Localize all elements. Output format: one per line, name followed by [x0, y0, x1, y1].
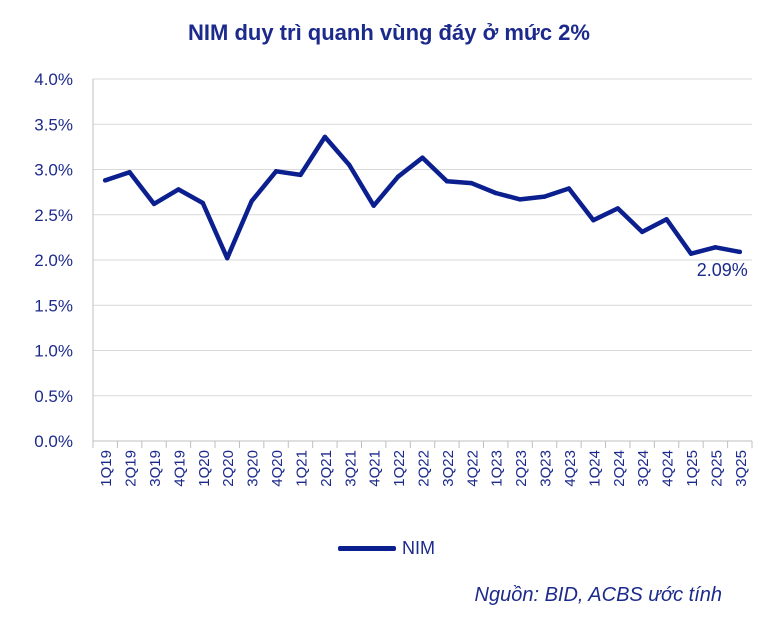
data-point: [225, 255, 230, 261]
source-note: Nguồn: BID, ACBS ước tính: [474, 584, 722, 606]
data-label-last: 2.09%: [697, 260, 748, 280]
y-tick-label: 0.5%: [34, 387, 73, 406]
data-point: [249, 198, 254, 204]
x-tick-label: 2Q25: [708, 450, 725, 487]
x-tick-label: 3Q19: [147, 450, 164, 487]
data-point: [322, 134, 328, 140]
data-point: [176, 187, 181, 192]
data-point: [469, 180, 474, 186]
series-line-nim: [102, 134, 743, 261]
data-point: [615, 206, 620, 211]
chart-title: NIM duy trì quanh vùng đáy ở mức 2%: [188, 20, 590, 45]
x-tick-label: 1Q24: [586, 450, 603, 487]
x-tick-label: 2Q23: [513, 450, 530, 487]
x-tick-label: 4Q20: [269, 450, 286, 487]
x-tick-label: 1Q21: [293, 450, 310, 487]
data-point: [347, 162, 352, 168]
y-tick-label: 2.0%: [34, 251, 73, 270]
x-tick-label: 4Q22: [464, 450, 481, 487]
data-point: [103, 178, 108, 183]
x-tick-label: 3Q22: [440, 450, 457, 487]
legend-label-nim: NIM: [402, 538, 435, 558]
data-point: [591, 217, 596, 223]
data-point: [200, 200, 206, 206]
y-tick-label: 0.0%: [34, 432, 73, 451]
data-point: [566, 186, 572, 191]
data-point: [298, 172, 303, 178]
x-tick-label: 3Q23: [538, 450, 555, 487]
series-nim: [102, 134, 743, 261]
x-tick-label: 3Q21: [342, 450, 359, 487]
x-tick-label: 4Q24: [660, 450, 677, 487]
x-tick-label: 1Q22: [391, 450, 408, 487]
data-point: [737, 249, 742, 255]
data-point: [395, 174, 401, 179]
x-tick-label: 3Q20: [245, 450, 262, 487]
x-tick-label: 4Q21: [367, 450, 384, 487]
x-tick-label: 1Q20: [196, 450, 213, 487]
grid-lines: [93, 78, 752, 397]
x-tick-label: 1Q23: [489, 450, 506, 487]
y-tick-label: 3.5%: [34, 115, 73, 134]
data-point: [444, 179, 450, 184]
x-tick-label: 4Q19: [171, 450, 188, 487]
x-tick-label: 2Q24: [611, 450, 628, 487]
axes: [92, 79, 753, 448]
data-point: [639, 229, 645, 235]
data-point: [517, 197, 523, 202]
x-tick-label: 2Q20: [220, 450, 237, 487]
data-point: [420, 155, 425, 160]
legend-swatch-nim: [338, 546, 396, 551]
y-tick-label: 1.0%: [34, 342, 73, 361]
x-tick-label: 2Q21: [318, 450, 335, 487]
data-point: [273, 169, 279, 174]
data-point: [713, 245, 718, 250]
legend: NIM: [338, 538, 435, 559]
data-point: [493, 190, 498, 196]
data-point: [371, 203, 376, 208]
data-point: [151, 201, 157, 207]
labels: 0.0% 0.5% 1.0% 1.5% 2.0% 2.5% 3.0% 3.5% 4.0% 1Q19…: [34, 70, 750, 487]
x-tick-label: 3Q24: [635, 450, 652, 487]
data-point: [127, 170, 132, 175]
data-point: [542, 194, 547, 199]
x-tick-label: 3Q25: [733, 450, 750, 487]
data-point: [664, 217, 669, 222]
x-tick-label: 1Q25: [684, 450, 701, 487]
x-tick-label: 4Q23: [562, 450, 579, 487]
y-tick-label: 4.0%: [34, 70, 73, 89]
y-tick-label: 1.5%: [34, 296, 73, 315]
y-tick-label: 3.0%: [34, 161, 73, 180]
x-tick-label: 1Q19: [98, 450, 115, 487]
data-point: [688, 251, 694, 256]
x-tick-label: 2Q22: [416, 450, 433, 487]
x-tick-label: 2Q19: [123, 450, 140, 487]
y-tick-label: 2.5%: [34, 206, 73, 225]
